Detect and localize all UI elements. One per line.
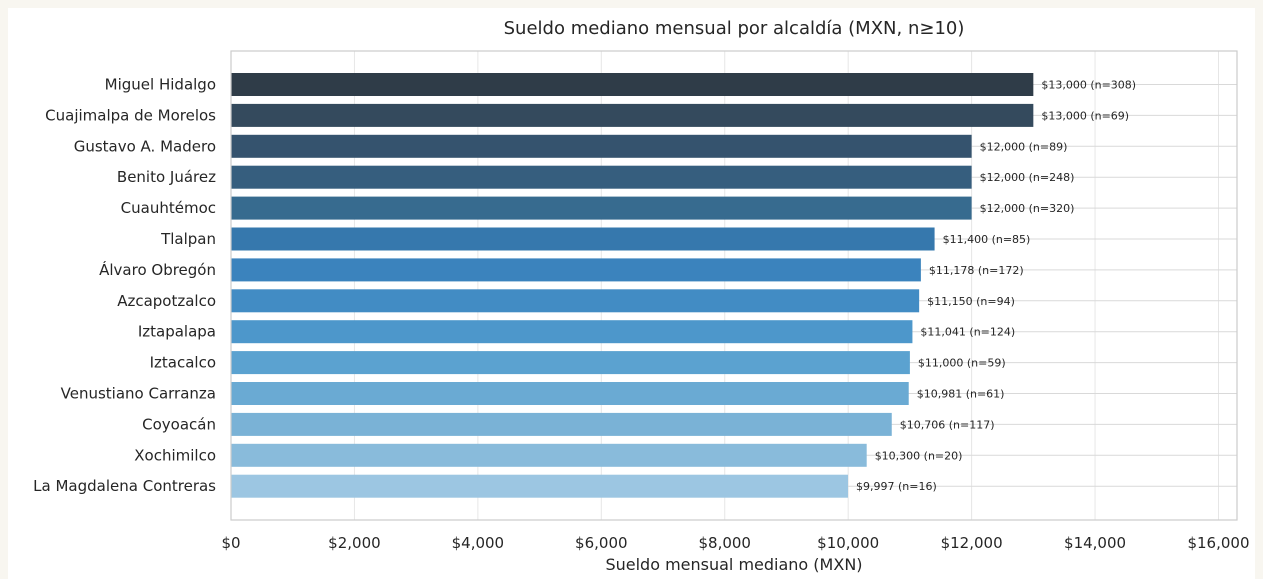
x-tick-label: $12,000 (941, 534, 1003, 552)
x-tick-label: $6,000 (575, 534, 628, 552)
bar-value-label: $10,300 (n=20) (875, 449, 963, 462)
bar (231, 474, 848, 498)
x-tick-label: $2,000 (328, 534, 381, 552)
chart-frame: Sueldo mediano mensual por alcaldía (MXN… (8, 8, 1255, 579)
bar (231, 73, 1034, 96)
x-tick-label: $4,000 (452, 534, 505, 552)
bar (231, 443, 867, 467)
plot-area-border (230, 50, 1238, 521)
bar-value-label: $11,178 (n=172) (929, 264, 1024, 277)
category-label: Cuauhtémoc (121, 199, 216, 217)
bar (231, 258, 921, 282)
bar (231, 289, 920, 313)
category-label: Benito Juárez (117, 168, 216, 186)
category-label: Azcapotzalco (117, 292, 216, 310)
bar-value-label: $11,150 (n=94) (927, 295, 1015, 308)
bars-layer (231, 73, 1034, 498)
bar (231, 165, 972, 189)
bar-value-label: $11,041 (n=124) (920, 326, 1015, 339)
bar (231, 412, 892, 436)
bar (231, 320, 913, 344)
bar-value-label: $13,000 (n=69) (1041, 109, 1129, 122)
x-tick-label: $14,000 (1064, 534, 1126, 552)
bar-value-label: $9,997 (n=16) (856, 480, 937, 493)
bar-value-label: $12,000 (n=320) (980, 202, 1075, 215)
bar-value-label: $13,000 (n=308) (1041, 79, 1136, 92)
category-label: Iztacalco (150, 354, 216, 372)
category-label: Cuajimalpa de Morelos (45, 106, 216, 124)
bar-value-label: $12,000 (n=89) (980, 140, 1068, 153)
category-label: Miguel Hidalgo (105, 76, 216, 94)
ticks-layer: $0 $2,000 $4,000 $6,000 $8,000 $10,000 $12,000… (221, 534, 1249, 552)
x-tick-label: $0 (221, 534, 240, 552)
bar-value-label: $11,000 (n=59) (918, 357, 1006, 370)
bar-value-label: $10,981 (n=61) (917, 388, 1005, 401)
x-tick-label: $8,000 (698, 534, 751, 552)
x-tick-label: $10,000 (817, 534, 879, 552)
category-label: Coyoacán (142, 415, 216, 433)
bar-value-label: $12,000 (n=248) (980, 171, 1075, 184)
x-axis-label: Sueldo mensual mediano (MXN) (605, 555, 862, 574)
category-label: Iztapalapa (138, 323, 216, 341)
category-label: La Magdalena Contreras (33, 477, 216, 495)
category-label: Tlalpan (160, 230, 216, 248)
bar (231, 103, 1034, 127)
bar (231, 134, 972, 158)
bar (231, 351, 910, 375)
bar-chart: Sueldo mediano mensual por alcaldía (MXN… (33, 18, 1249, 574)
category-label: Gustavo A. Madero (74, 137, 216, 155)
bar (231, 196, 972, 220)
labels-layer: $13,000 (n=308) Miguel Hidalgo $13,000 (n=… (33, 76, 1136, 496)
bar-value-label: $10,706 (n=117) (900, 418, 995, 431)
category-label: Venustiano Carranza (61, 385, 216, 403)
category-label: Xochimilco (134, 446, 216, 464)
bar (231, 227, 935, 251)
bar (231, 382, 909, 405)
bar-value-label: $11,400 (n=85) (943, 233, 1031, 246)
x-tick-label: $16,000 (1187, 534, 1249, 552)
chart-title: Sueldo mediano mensual por alcaldía (MXN… (504, 18, 965, 39)
category-label: Álvaro Obregón (99, 260, 216, 279)
